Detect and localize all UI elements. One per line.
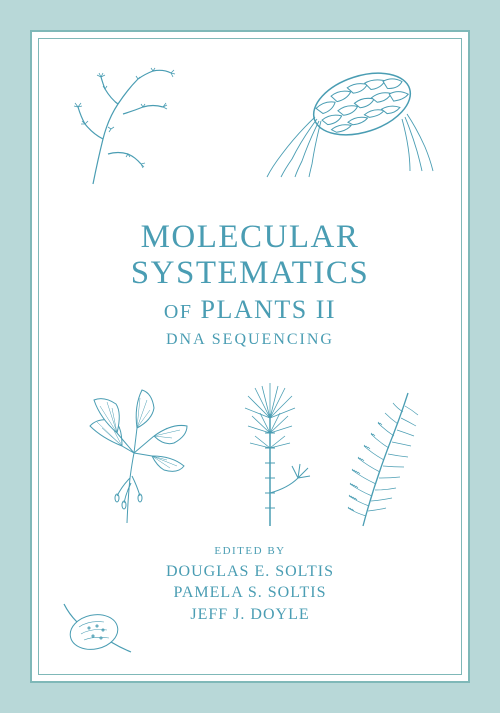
- title-plants: PLANTS II: [201, 295, 337, 324]
- editor-1: DOUGLAS E. SOLTIS: [166, 561, 334, 583]
- title-line-3: OF PLANTS II: [131, 294, 369, 325]
- horsetail-icon: [220, 378, 320, 528]
- fern-icon: [338, 378, 428, 528]
- title-of: OF: [164, 301, 193, 323]
- pinecone-icon: [257, 59, 437, 179]
- editor-3: JEFF J. DOYLE: [166, 604, 334, 626]
- title-block: MOLECULAR SYSTEMATICS OF PLANTS II DNA S…: [131, 219, 369, 349]
- editor-2: PAMELA S. SOLTIS: [166, 582, 334, 604]
- seaweed-icon: [63, 59, 223, 189]
- top-illustration-row: [63, 59, 437, 199]
- inner-frame: MOLECULAR SYSTEMATICS OF PLANTS II DNA S…: [38, 38, 462, 675]
- subtitle: DNA SEQUENCING: [131, 331, 369, 349]
- ginkgo-icon: [72, 378, 202, 528]
- edited-by-label: EDITED BY: [166, 545, 334, 557]
- mid-illustration-row: [63, 373, 437, 533]
- title-line-2: SYSTEMATICS: [131, 255, 369, 291]
- outer-frame: MOLECULAR SYSTEMATICS OF PLANTS II DNA S…: [30, 30, 470, 683]
- editor-block: EDITED BY DOUGLAS E. SOLTIS PAMELA S. SO…: [166, 545, 334, 626]
- title-line-1: MOLECULAR: [131, 219, 369, 255]
- seed-pod-icon: [59, 592, 139, 662]
